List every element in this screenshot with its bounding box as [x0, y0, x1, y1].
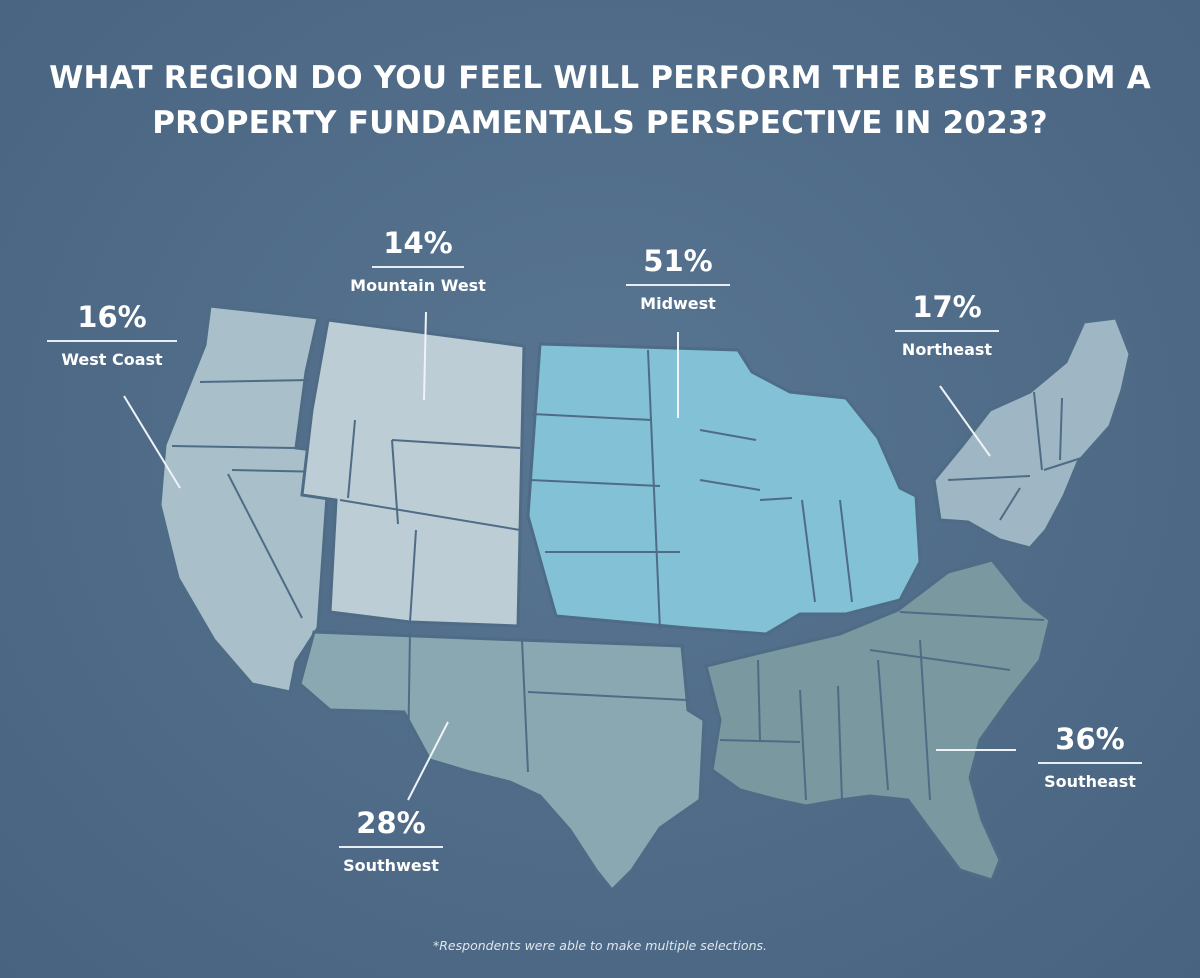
west-coast-name: West Coast [61, 350, 163, 369]
mountain-west-name: Mountain West [350, 276, 486, 295]
footnote: *Respondents were able to make multiple … [433, 938, 767, 953]
label-southwest: 28% Southwest [326, 806, 456, 876]
leader-southwest [407, 721, 449, 801]
label-northeast: 17% Northeast [880, 290, 1014, 360]
title-line-1: WHAT REGION DO YOU FEEL WILL PERFORM THE… [49, 60, 1151, 96]
title-line-2: PROPERTY FUNDAMENTALS PERSPECTIVE IN 202… [152, 105, 1048, 141]
leader-west-coast [123, 395, 181, 489]
mountain-west-percent: 14% [383, 226, 453, 260]
northeast-percent: 17% [912, 290, 982, 324]
southeast-name: Southeast [1044, 772, 1136, 791]
label-west-coast: 16% West Coast [44, 300, 180, 370]
region-west-coast[interactable] [158, 304, 332, 694]
midwest-name: Midwest [640, 294, 716, 313]
southeast-percent: 36% [1055, 722, 1125, 756]
west-coast-percent: 16% [77, 300, 147, 334]
region-northeast[interactable] [932, 316, 1132, 550]
southwest-name: Southwest [343, 856, 439, 875]
leader-mountain-west [423, 311, 427, 401]
region-southeast[interactable] [704, 558, 1052, 882]
southwest-percent: 28% [356, 806, 426, 840]
leader-northeast [939, 385, 991, 457]
map-title: WHAT REGION DO YOU FEEL WILL PERFORM THE… [0, 56, 1200, 146]
midwest-percent: 51% [643, 244, 713, 278]
region-mountain-west[interactable] [300, 318, 526, 628]
label-midwest: 51% Midwest [610, 244, 746, 314]
region-southwest[interactable] [298, 630, 706, 893]
label-southeast: 36% Southeast [1026, 722, 1154, 792]
label-mountain-west: 14% Mountain West [330, 226, 506, 296]
region-midwest[interactable] [526, 342, 922, 636]
northeast-name: Northeast [901, 340, 993, 359]
